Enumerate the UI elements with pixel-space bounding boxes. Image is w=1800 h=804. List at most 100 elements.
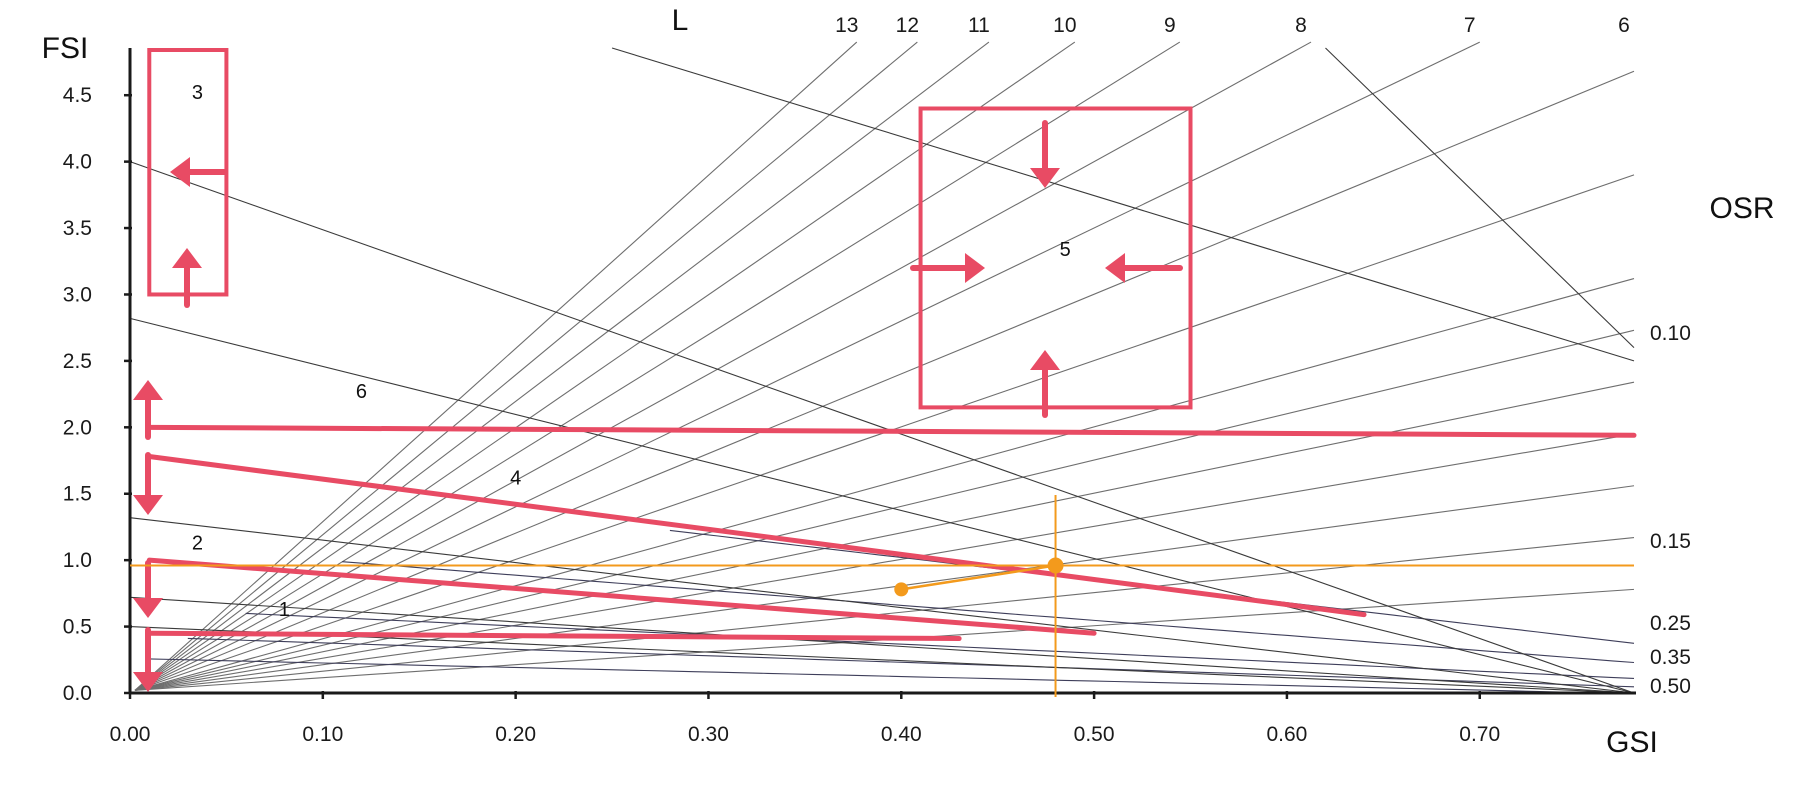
reference-group [130, 495, 1634, 697]
layer-line-3.5 [134, 329, 1635, 691]
layer-line-13 [134, 41, 858, 691]
layer-label-6: 6 [1618, 14, 1630, 37]
layer-axis-label: L [672, 4, 689, 37]
layer-label-12: 12 [896, 14, 919, 37]
arrow-box3-left-head [170, 157, 190, 187]
y-tick-label-1.5: 1.5 [63, 483, 92, 506]
osr-label-0.35: 0.35 [1650, 646, 1691, 669]
x-tick-label-0.60: 0.60 [1266, 723, 1307, 746]
point-connector-line [901, 564, 1056, 591]
layer-line-8 [134, 41, 1312, 691]
reference-line-7 [1325, 47, 1635, 349]
point-a-marker [894, 582, 909, 597]
point-b-marker [1047, 557, 1064, 574]
y-tick-label-0.5: 0.5 [63, 616, 92, 639]
osr-curve-0.25 [245, 612, 1635, 679]
arrow-box5-left-head [1105, 253, 1125, 283]
annotation-label-1: 1 [279, 599, 290, 621]
arrow-box5-up-head [1030, 350, 1060, 370]
layer-line-6 [134, 70, 1635, 691]
labels-group: 1 2 3 4 5 6 [192, 82, 1071, 621]
annotation-label-5: 5 [1060, 239, 1071, 261]
arrow-box5-down [1030, 120, 1060, 188]
reference-line-6 [611, 47, 1635, 362]
x-axis-title: GSI [1606, 726, 1658, 759]
annotation-label-2: 2 [192, 533, 203, 555]
arrow-line4-down [133, 452, 163, 515]
layer-line-2.5 [134, 433, 1635, 691]
layer-label-7: 7 [1464, 14, 1476, 37]
layer-line-10 [134, 41, 1076, 691]
highlight-line-4 [146, 454, 1367, 618]
arrow-box5-down-head [1030, 168, 1060, 188]
reference-line-1 [129, 161, 1635, 694]
y-axis-title: FSI [42, 32, 89, 65]
arrow-line1-down-head [133, 672, 163, 692]
arrow-line6-up-head [133, 380, 163, 400]
osr-curve-0.15 [342, 561, 1635, 664]
highlights-group [133, 48, 1637, 692]
arrow-box5-left [1105, 253, 1183, 283]
osr-label-0.25: 0.25 [1650, 612, 1691, 635]
arrow-box5-right-head [965, 253, 985, 283]
x-tick-label-0.00: 0.00 [110, 723, 151, 746]
annotation-label-6: 6 [356, 381, 367, 403]
annotation-label-4: 4 [510, 467, 521, 489]
highlight-line-6 [146, 424, 1637, 438]
layer-line-9 [134, 41, 1181, 691]
highlight-line-2 [146, 557, 1097, 636]
reference-line-3 [129, 517, 1635, 694]
y-tick-label-3.5: 3.5 [63, 217, 92, 240]
arrow-box3-up [172, 248, 202, 308]
y-tick-label-2.5: 2.5 [63, 350, 92, 373]
x-tick-label-0.40: 0.40 [881, 723, 922, 746]
layer-lines-group: 13 12 11 10 9 8 7 6L [134, 4, 1635, 691]
x-tick-label-0.50: 0.50 [1074, 723, 1115, 746]
osr-curves-group: 0.10 0.15 0.25 0.35 0.50 OSR [149, 192, 1775, 698]
axes-group: 0.00 0.10 0.20 0.30 0.40 0.50 0.60 0.70 0.0 0.5 1.… [42, 32, 1658, 759]
arrow-box3-left [170, 157, 228, 187]
arrow-line1-down [133, 627, 163, 692]
osr-label-0.15: 0.15 [1650, 530, 1691, 553]
y-tick-label-1.0: 1.0 [63, 549, 92, 572]
arrow-line4-down-head [133, 495, 163, 515]
y-tick-label-0.0: 0.0 [63, 682, 92, 705]
osr-axis-label: OSR [1709, 192, 1774, 225]
osr-curve-0.35 [187, 637, 1635, 688]
highlight-line-1 [146, 630, 962, 642]
reference-line-4 [129, 596, 1635, 694]
osr-label-0.10: 0.10 [1650, 322, 1691, 345]
layer-label-8: 8 [1295, 14, 1307, 37]
highlight-box-5 [918, 106, 1193, 410]
extra-lines-group [129, 47, 1635, 694]
layer-line-7 [134, 41, 1480, 691]
y-tick-label-2.0: 2.0 [63, 416, 92, 439]
arrow-box5-up [1030, 350, 1060, 418]
osr-label-0.50: 0.50 [1650, 675, 1691, 698]
reference-line-2 [129, 317, 1635, 694]
x-tick-label-0.70: 0.70 [1459, 723, 1500, 746]
arrow-box3-up-head [172, 248, 202, 268]
layer-line-12 [134, 41, 918, 691]
x-tick-label-0.10: 0.10 [302, 723, 343, 746]
reference-line-5 [129, 626, 1635, 694]
y-tick-label-3.0: 3.0 [63, 283, 92, 306]
y-tick-label-4.5: 4.5 [63, 84, 92, 107]
arrow-box5-right [910, 253, 985, 283]
layer-line-11 [134, 41, 990, 691]
layer-label-10: 10 [1053, 14, 1076, 37]
layer-line-2 [134, 485, 1635, 691]
arrow-line2-down [133, 560, 163, 618]
layer-line-4 [134, 278, 1635, 691]
y-tick-label-4.0: 4.0 [63, 151, 92, 174]
layer-label-11: 11 [968, 14, 990, 37]
x-tick-label-0.30: 0.30 [688, 723, 729, 746]
osr-curve-0.50 [149, 658, 1634, 694]
layer-label-13: 13 [835, 14, 858, 37]
layer-label-9: 9 [1164, 14, 1176, 37]
arrow-line6-up [133, 380, 163, 440]
arrow-line2-down-head [133, 598, 163, 618]
x-tick-label-0.20: 0.20 [495, 723, 536, 746]
annotation-label-3: 3 [192, 82, 203, 104]
